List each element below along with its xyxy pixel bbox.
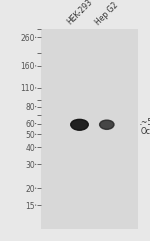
Text: Hep G2: Hep G2 <box>94 0 120 27</box>
Ellipse shape <box>100 120 114 129</box>
Text: Occludin: Occludin <box>141 127 150 136</box>
Text: HEK-293: HEK-293 <box>65 0 94 27</box>
Ellipse shape <box>71 119 88 130</box>
Text: ~59 kDa: ~59 kDa <box>141 118 150 127</box>
